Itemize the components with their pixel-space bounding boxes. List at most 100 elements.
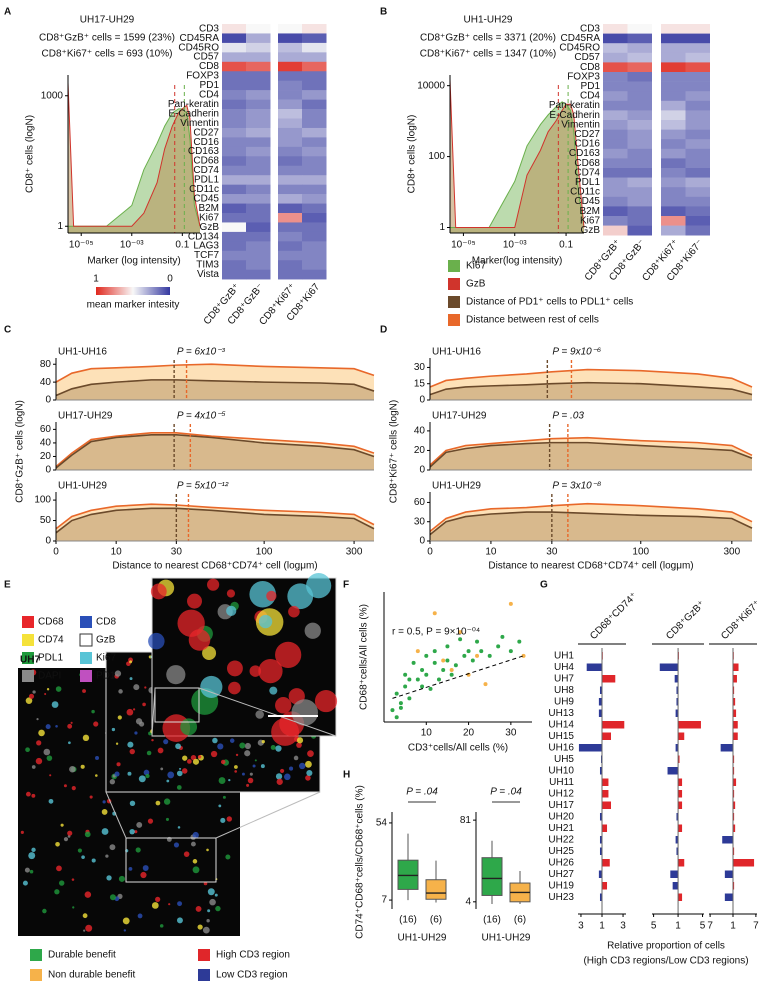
cell-dot	[249, 772, 253, 776]
cell-dot	[192, 859, 198, 864]
patient-label: UH4	[554, 662, 574, 673]
bar	[599, 767, 603, 775]
density-line	[55, 379, 375, 397]
cell-dot	[182, 755, 188, 761]
density-line	[55, 507, 375, 534]
y-axis-label: CD8⁺GzB⁺ cells (logN)	[15, 400, 26, 503]
cell-dot	[143, 769, 150, 776]
cell-dot	[29, 869, 34, 874]
bar	[724, 870, 733, 878]
cell-dot	[55, 841, 60, 847]
cell-dot	[202, 646, 217, 661]
scatter-point	[475, 653, 480, 658]
cell-dot	[255, 710, 264, 719]
bar	[602, 859, 610, 867]
heatmap-cell	[246, 165, 271, 176]
row-label: CD4	[199, 90, 219, 101]
row-label: PD1	[581, 81, 601, 92]
legend-swatch	[22, 634, 34, 646]
cell-dot	[239, 742, 246, 749]
heatmap-cell	[661, 62, 686, 73]
cell-dot	[235, 753, 239, 757]
cell-dot	[288, 605, 300, 618]
heatmap-cell	[685, 216, 710, 226]
patient-label: UH26	[548, 857, 574, 868]
heatmap-cell	[222, 71, 247, 81]
bar	[675, 709, 679, 717]
cell-dot	[129, 828, 135, 835]
cell-dot	[254, 759, 257, 762]
heatmap-cell	[246, 269, 271, 280]
cell-dot	[142, 702, 146, 707]
cell-dot	[38, 729, 45, 737]
cell-dot	[142, 865, 149, 871]
heatmap-cell	[603, 52, 628, 63]
cell-dot	[55, 686, 62, 692]
y-tick-label: 7	[381, 895, 387, 906]
cell-dot	[116, 762, 121, 767]
y-tick-label: 10000	[417, 80, 445, 91]
heatmap-cell	[222, 24, 247, 34]
heatmap-cell	[246, 33, 271, 44]
cell-dot	[128, 866, 133, 871]
bar	[732, 801, 736, 809]
cell-dot	[261, 740, 265, 744]
heatmap-cell	[246, 222, 271, 233]
cell-dot	[228, 778, 231, 782]
cell-dot	[244, 742, 251, 750]
group-label: CD68⁺CD74⁺	[588, 591, 639, 642]
cell-dot	[207, 888, 215, 896]
cell-dot	[275, 697, 292, 714]
scatter-point	[407, 677, 412, 682]
row-label: CD3	[580, 23, 600, 34]
bar	[598, 709, 603, 717]
scatter-point	[445, 644, 450, 649]
scatter-point	[449, 672, 454, 677]
cell-dot	[244, 750, 251, 757]
heatmap-cell	[278, 52, 303, 63]
x-tick-label: 20	[463, 728, 475, 739]
histogram-line	[449, 79, 585, 229]
patient-label: UH14	[548, 719, 574, 730]
cell-dot	[291, 699, 318, 726]
heatmap-cell	[222, 80, 247, 91]
cell-dot	[284, 773, 291, 781]
cell-dot	[155, 800, 161, 806]
cell-dot	[307, 750, 314, 757]
panel-label: C	[4, 325, 11, 336]
heatmap-cell	[661, 72, 686, 82]
bar	[578, 744, 603, 752]
panel-label: H	[343, 770, 350, 781]
heatmap-cell	[302, 146, 327, 157]
cell-dot	[82, 734, 90, 742]
cell-dot	[129, 748, 135, 755]
heatmap-cell	[685, 196, 710, 207]
heatmap-cell	[222, 203, 247, 214]
x-axis-label: Distance to nearest CD68⁺CD74⁺ cell (log…	[488, 561, 693, 572]
row-label: CD11c	[570, 187, 600, 198]
legend-swatch	[80, 616, 92, 628]
row-label: PDL1	[194, 175, 219, 186]
cell-dot	[55, 724, 58, 728]
heatmap-cell	[661, 158, 686, 169]
row-label: CD45RO	[559, 43, 600, 54]
x-tick-label: 10	[485, 547, 497, 558]
heatmap-cell	[246, 118, 271, 129]
scatter-point	[487, 653, 492, 658]
patient-label: UH17	[548, 800, 574, 811]
heatmap-cell	[222, 213, 247, 223]
cell-dot	[304, 622, 321, 639]
legend-swatch	[79, 633, 93, 647]
heatmap-cell	[222, 42, 247, 53]
bar	[675, 836, 679, 844]
bar	[732, 721, 738, 729]
cell-dot	[176, 770, 183, 777]
x-tick-label: 10⁻⁰⁵	[69, 240, 94, 251]
heatmap-cell	[302, 24, 327, 34]
count-label: (6)	[514, 915, 526, 926]
cell-dot	[28, 852, 36, 860]
cell-dot	[252, 764, 256, 768]
cell-dot	[293, 755, 299, 761]
heatmap-cell	[661, 206, 686, 217]
cell-dot	[83, 929, 86, 932]
